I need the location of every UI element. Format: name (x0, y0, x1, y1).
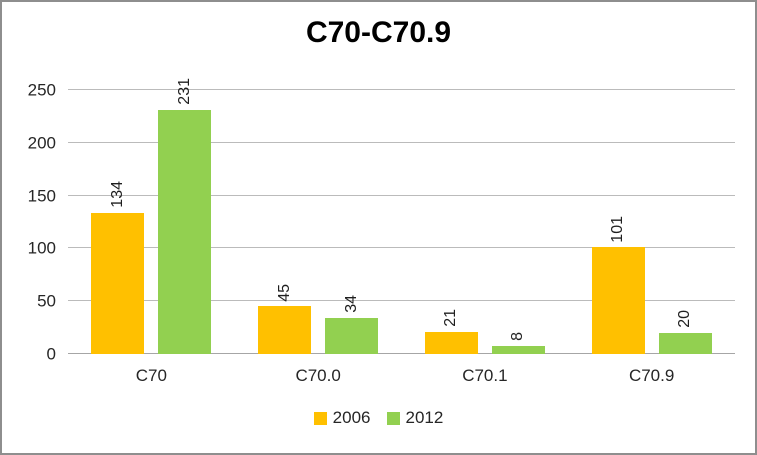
bar-2006-C70.1 (424, 331, 478, 354)
gridline-150 (68, 194, 735, 196)
legend-label-2006: 2006 (332, 408, 371, 427)
gridline-50 (68, 300, 735, 302)
bar-2006-C70.9 (591, 247, 645, 354)
bar-2006-C70.0 (258, 306, 312, 354)
gridline-100 (68, 247, 735, 249)
plot-area: 134 231 45 34 21 8 101 20 (68, 78, 735, 354)
gridline-200 (68, 141, 735, 143)
legend-item-2006: 2006 (313, 408, 371, 428)
bar-2012-C70.9 (658, 332, 712, 354)
bar-value-label-2006-C70.0: 45 (275, 283, 293, 302)
y-tick-label-50: 50 (37, 291, 56, 311)
x-axis: C70 C70.0 C70.1 C70.9 (68, 366, 735, 390)
y-tick-label-100: 100 (27, 238, 56, 258)
chart-title: C70-C70.9 (305, 16, 452, 49)
bar-value-label-2006-C70.1: 21 (442, 309, 460, 327)
bar-value-label-2006-C70: 134 (109, 180, 127, 208)
legend: 2006 2012 (2, 404, 755, 432)
legend-swatch-2012 (386, 411, 400, 425)
bar-value-label-2012-C70.0: 34 (342, 295, 360, 314)
bar-value-label-2012-C70.1: 8 (509, 331, 527, 341)
legend-swatch-2006 (313, 411, 327, 425)
gridline-0 (68, 353, 735, 354)
bar-value-label-2012-C70.9: 20 (676, 310, 694, 328)
y-tick-label-200: 200 (27, 133, 56, 153)
x-tick-label-C70.1: C70.1 (462, 366, 508, 385)
bar-2012-C70.0 (325, 318, 379, 354)
y-tick-label-250: 250 (27, 80, 56, 100)
y-tick-label-150: 150 (27, 186, 56, 206)
x-tick-label-C70.9: C70.9 (628, 366, 675, 385)
bar-value-label-2012-C70: 231 (176, 78, 194, 106)
gridline-250 (68, 89, 735, 90)
bar-2012-C70 (158, 110, 212, 354)
y-axis: 0 50 100 150 200 250 (2, 82, 56, 363)
bar-value-label-2006-C70.9: 101 (609, 215, 627, 243)
legend-label-2012: 2012 (405, 408, 444, 427)
y-tick-label-0: 0 (46, 344, 56, 364)
bar-2012-C70.1 (491, 345, 545, 354)
x-tick-label-C70.0: C70.0 (295, 366, 341, 385)
legend-item-2012: 2012 (386, 408, 444, 428)
x-tick-label-C70: C70 (135, 366, 167, 385)
bar-2006-C70 (91, 212, 145, 354)
